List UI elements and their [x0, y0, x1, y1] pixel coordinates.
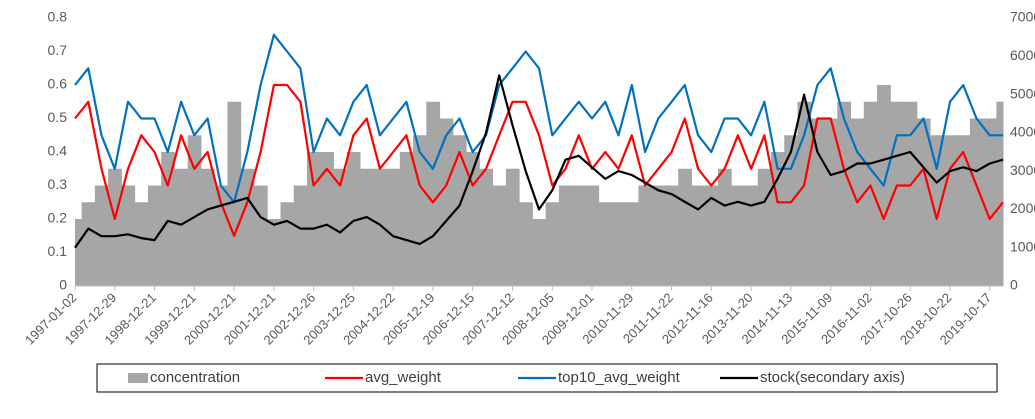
concentration-bar	[346, 152, 361, 286]
concentration-bar	[147, 185, 162, 286]
concentration-bar	[784, 135, 799, 286]
concentration-bar	[253, 185, 268, 286]
y2-tick-label: 7000	[1010, 9, 1035, 25]
y2-tick-label: 1000	[1010, 238, 1035, 254]
concentration-bar	[187, 135, 202, 286]
concentration-bar	[200, 168, 215, 286]
concentration-bar	[916, 118, 931, 286]
concentration-bar	[930, 135, 944, 286]
y2-tick-label: 5000	[1010, 85, 1035, 101]
concentration-bar	[890, 101, 905, 286]
legend-label: top10_avg_weight	[558, 369, 681, 386]
series-line	[74, 74, 1004, 249]
concentration-bar	[174, 168, 189, 286]
concentration-bar	[320, 152, 335, 286]
legend-label: concentration	[150, 369, 240, 386]
legend-label: stock(secondary axis)	[760, 369, 905, 386]
y-tick-label: 0.5	[48, 109, 68, 125]
series-line	[74, 33, 1003, 204]
legend-swatch	[128, 373, 148, 383]
concentration-bar	[108, 168, 122, 286]
concentration-bar	[585, 185, 600, 286]
y2-tick-label: 0	[1010, 277, 1018, 293]
concentration-bar	[360, 168, 374, 286]
legend: concentration avg_weight top10_avg_weight s…	[128, 369, 905, 386]
concentration-bar	[717, 168, 732, 286]
concentration-bar	[664, 185, 679, 286]
concentration-bar	[625, 202, 639, 286]
y-tick-label: 0.2	[48, 210, 68, 226]
concentration-bar	[479, 168, 494, 286]
concentration-bar	[651, 185, 666, 286]
concentration-bar	[691, 185, 706, 286]
y2-tick-label: 4000	[1010, 124, 1035, 140]
concentration-bar	[161, 152, 175, 286]
y-tick-label: 0.6	[48, 76, 68, 92]
concentration-bar	[757, 168, 772, 286]
y2-tick-label: 2000	[1010, 200, 1035, 216]
y-tick-label: 0.8	[48, 9, 68, 25]
y-tick-label: 0.1	[48, 243, 68, 259]
concentration-bar	[426, 101, 441, 286]
concentration-bar	[121, 185, 136, 286]
legend-label: avg_weight	[365, 369, 442, 386]
concentration-bar	[572, 185, 586, 286]
concentration-bar	[943, 135, 958, 286]
concentration-bar	[134, 202, 149, 286]
concentration-bar	[678, 168, 692, 286]
concentration-bar	[983, 118, 997, 286]
concentration-bar	[293, 185, 308, 286]
concentration-bar	[81, 202, 96, 286]
concentration-bar	[280, 202, 295, 286]
y-tick-label: 0.3	[48, 176, 68, 192]
y-tick-label: 0	[59, 277, 67, 293]
concentration-bar	[824, 118, 838, 286]
concentration-bar	[558, 185, 573, 286]
concentration-bar	[969, 118, 984, 286]
concentration-bar	[519, 202, 533, 286]
concentration-bar	[903, 101, 918, 286]
concentration-bar	[452, 135, 467, 286]
y2-tick-label: 3000	[1010, 162, 1035, 178]
concentration-bar	[532, 219, 547, 286]
concentration-bar	[373, 168, 388, 286]
concentration-bar	[386, 168, 401, 286]
concentration-bar	[996, 101, 1004, 286]
concentration-bar	[545, 202, 560, 286]
concentration-bar	[704, 185, 719, 286]
concentration-bar	[598, 202, 613, 286]
concentration-bar	[956, 135, 971, 286]
concentration-bar	[466, 152, 480, 286]
concentration-bar	[439, 118, 454, 286]
y-tick-label: 0.4	[48, 143, 68, 159]
series-line	[74, 83, 1004, 237]
concentration-bar	[797, 101, 812, 286]
y2-tick-label: 6000	[1010, 47, 1035, 63]
concentration-bar	[492, 185, 507, 286]
legend-box	[96, 363, 998, 393]
concentration-bar	[744, 185, 759, 286]
concentration-bar	[333, 168, 348, 286]
concentration-bar	[227, 101, 242, 286]
concentration-bar	[837, 101, 852, 286]
concentration-bar	[505, 168, 520, 286]
concentration-bar	[75, 219, 83, 286]
y-tick-label: 0.7	[48, 42, 68, 58]
concentration-bar	[267, 219, 281, 286]
concentration-bar	[399, 152, 414, 286]
concentration-bar	[307, 152, 321, 286]
concentration-bar	[731, 185, 745, 286]
concentration-bar	[771, 152, 785, 286]
concentration-bar	[611, 202, 626, 286]
concentration-bar	[638, 185, 653, 286]
concentration-bar	[863, 101, 878, 286]
